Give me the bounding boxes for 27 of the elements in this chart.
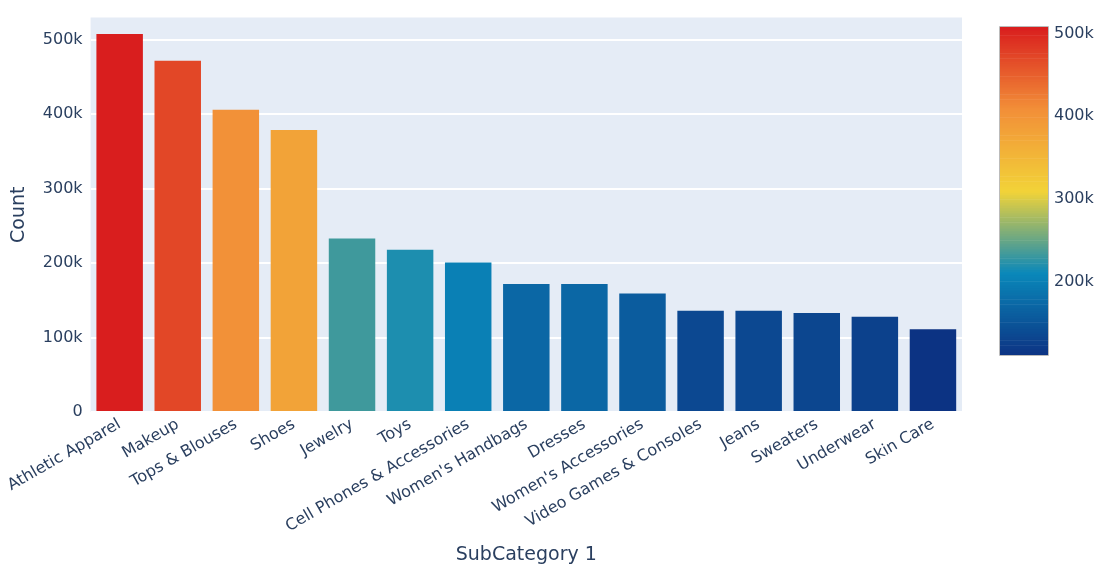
color-bar-label: 300k xyxy=(1054,188,1095,208)
y-tick-label: 300k xyxy=(42,177,84,197)
bar xyxy=(270,129,318,411)
bar xyxy=(735,310,782,411)
y-tick-label: 500k xyxy=(42,29,84,49)
y-tick-label: 200k xyxy=(42,252,84,272)
y-tick-label: 0 xyxy=(72,401,83,421)
bar xyxy=(561,283,608,411)
x-axis-title: SubCategory 1 xyxy=(455,541,597,564)
color-bar-label: 200k xyxy=(1054,270,1095,290)
y-tick-label: 400k xyxy=(42,103,84,123)
bar xyxy=(503,283,550,411)
bar xyxy=(851,316,899,411)
bar xyxy=(619,293,666,411)
y-axis-title: Count xyxy=(6,186,29,243)
bar xyxy=(386,249,434,411)
bar xyxy=(212,109,260,411)
bar xyxy=(328,238,376,411)
bar xyxy=(154,60,201,411)
bar xyxy=(444,262,492,411)
bar xyxy=(909,329,957,411)
bar xyxy=(677,310,724,411)
bar xyxy=(793,312,841,411)
color-bar-label: 400k xyxy=(1054,105,1095,125)
y-tick-label: 100k xyxy=(42,326,84,346)
color-bar-label: 500k xyxy=(1054,22,1095,42)
bar xyxy=(96,33,143,411)
